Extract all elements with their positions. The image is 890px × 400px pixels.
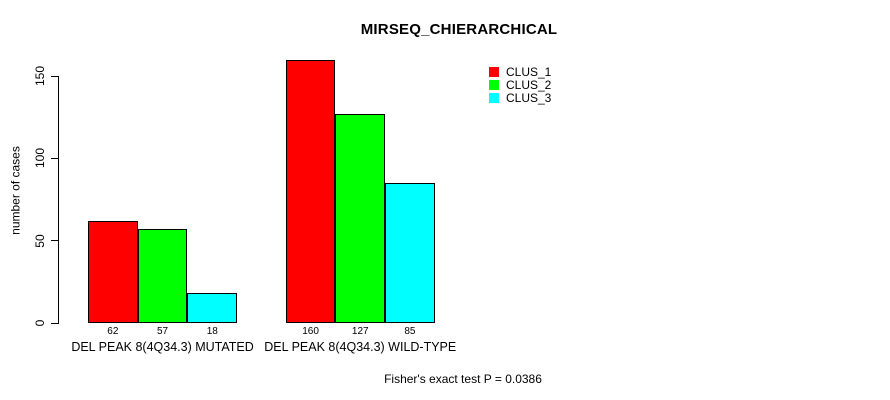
bar-clus_1-group1 <box>88 220 138 323</box>
legend-swatch-clus_2 <box>489 80 499 91</box>
legend-swatch-clus_3 <box>489 93 499 104</box>
bar-value-label: 57 <box>156 326 169 337</box>
y-axis-label: number of cases <box>8 146 23 235</box>
y-tick-mark <box>51 240 59 242</box>
chart-title: MIRSEQ_CHIERARCHICAL <box>360 21 558 38</box>
category-label: DEL PEAK 8(4Q34.3) MUTATED <box>71 340 254 354</box>
legend-label: CLUS_2 <box>506 78 552 93</box>
bar-value-label: 18 <box>206 326 218 337</box>
bar-value-label: 62 <box>107 326 119 337</box>
bar-value-label: 85 <box>404 326 416 337</box>
y-tick-mark <box>51 157 59 159</box>
legend-label: CLUS_3 <box>506 91 552 106</box>
legend-row: CLUS_2 <box>489 78 552 93</box>
bar-value-label: 127 <box>351 326 369 337</box>
bar-clus_2-group2 <box>335 113 386 323</box>
y-tick-label: 0 <box>33 319 47 327</box>
bar-value-label: 160 <box>302 326 319 337</box>
legend-row: CLUS_3 <box>489 91 552 106</box>
bar-clus_3-group2 <box>385 183 435 323</box>
annotation-text: Fisher's exact test P = 0.0386 <box>384 372 542 386</box>
bar-clus_2-group1 <box>137 229 188 323</box>
y-axis-line <box>58 76 59 323</box>
legend-label: CLUS_1 <box>506 64 552 79</box>
y-tick-mark <box>51 75 59 77</box>
y-tick-label: 150 <box>33 65 47 87</box>
legend-swatch-clus_1 <box>489 66 499 77</box>
bar-clus_1-group2 <box>285 59 336 323</box>
y-tick-mark <box>51 322 59 324</box>
y-tick-label: 50 <box>33 233 47 248</box>
category-label: DEL PEAK 8(4Q34.3) WILD-TYPE <box>264 340 457 354</box>
y-tick-label: 100 <box>33 148 47 169</box>
legend-row: CLUS_1 <box>489 64 552 79</box>
legend: CLUS_1 CLUS_2 CLUS_3 <box>489 65 551 105</box>
bar-clus_3-group1 <box>187 293 238 323</box>
